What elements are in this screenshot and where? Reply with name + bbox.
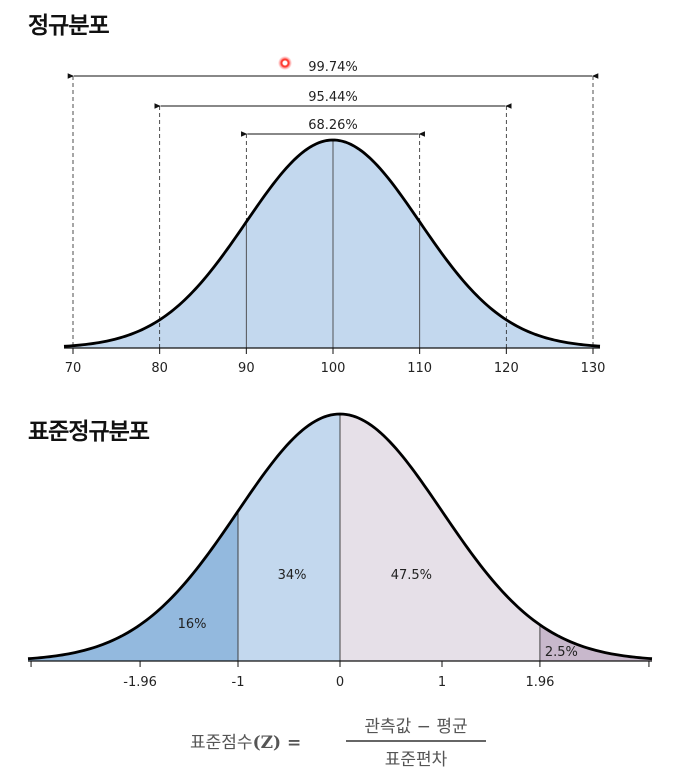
range-label: 95.44% — [308, 90, 358, 105]
x-tick-label: 0 — [336, 675, 344, 690]
normal-distribution-title: 정규분포 — [28, 13, 110, 39]
formula-fraction-bar — [346, 740, 486, 742]
range-label: 68.26% — [308, 118, 358, 133]
distribution-charts: 70 80 90 100 110 120 130 99.74% 95.44% 68.26% -1.… — [27, 60, 653, 690]
region-label: 16% — [178, 617, 207, 632]
formula-lhs: 표준점수(Z) = — [190, 728, 301, 753]
formula-numerator: 관측값 − 평균 — [364, 717, 468, 737]
x-tick-label: 90 — [238, 361, 255, 376]
x-tick-label: 1.96 — [525, 675, 554, 690]
region-34 — [238, 414, 340, 661]
region-47-5 — [340, 414, 540, 661]
x-tick-label: 70 — [65, 361, 82, 376]
laser-pointer-icon — [278, 56, 292, 70]
x-tick-label: 1 — [438, 675, 446, 690]
curve-fill — [64, 140, 600, 348]
region-2-5 — [539, 624, 652, 661]
x-tick-label: 80 — [151, 361, 168, 376]
x-tick-label: 130 — [581, 361, 606, 376]
standard-normal-curve — [27, 412, 653, 661]
standard-normal-title: 표준정규분포 — [28, 419, 150, 445]
x-tick-label: 100 — [321, 361, 346, 376]
x-tick-label: 110 — [407, 361, 432, 376]
formula-z-symbol: (Z) = — [252, 733, 302, 753]
region-label: 47.5% — [391, 568, 432, 583]
x-tick-label: 120 — [494, 361, 519, 376]
formula-denominator: 표준편차 — [384, 750, 448, 770]
region-label: 2.5% — [545, 645, 578, 660]
z-score-formula: 표준점수(Z) = 관측값 − 평균 표준편차 — [190, 712, 510, 772]
formula-lhs-label: 표준점수 — [190, 733, 253, 753]
x-tick-label: -1.96 — [123, 675, 157, 690]
normal-curve — [63, 138, 601, 348]
region-label: 34% — [278, 568, 307, 583]
range-label: 99.74% — [308, 60, 358, 75]
region-16 — [28, 511, 238, 661]
x-tick-label: -1 — [232, 675, 245, 690]
